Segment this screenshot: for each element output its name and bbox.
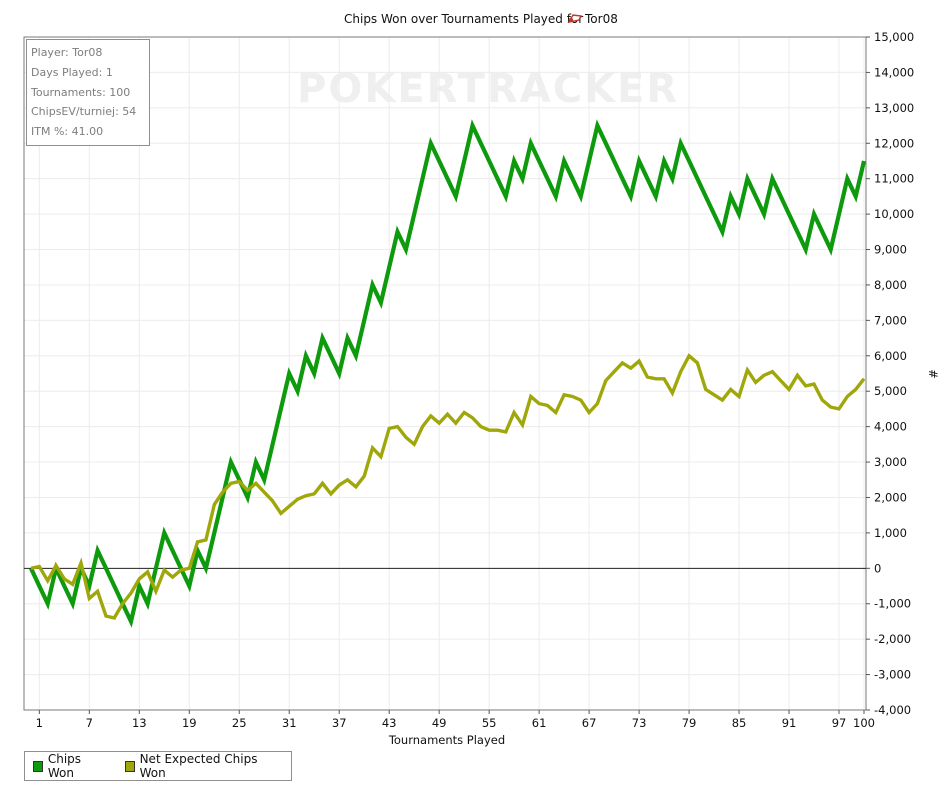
stat-chips-ev: ChipsEV/turniej: 54 — [31, 105, 137, 119]
legend-item-chips-won: Chips Won — [33, 752, 103, 780]
plot-frame — [23, 36, 867, 711]
x-tick-label: 13 — [132, 716, 147, 730]
x-tick-label: 19 — [182, 716, 197, 730]
y-tick-label: 12,000 — [874, 136, 914, 150]
y-tick-label: 14,000 — [874, 65, 914, 79]
x-tick-label: 97 — [832, 716, 847, 730]
chart-title-player: Tor08 — [584, 12, 618, 26]
series-layer — [29, 119, 867, 628]
legend-label: Net Expected Chips Won — [139, 752, 258, 780]
x-tick-label: 55 — [482, 716, 497, 730]
y-axis: -4,000 -3,000 -2,000 -1,000 0 1,000 2,000 3,000… — [866, 30, 914, 717]
y-tick-label: 7,000 — [874, 313, 907, 327]
y-tick-label: 8,000 — [874, 278, 907, 292]
legend-item-net-expected: Net Expected Chips Won — [124, 752, 269, 780]
y-tick-label: 5,000 — [874, 384, 907, 398]
y-tick-label: 1,000 — [874, 526, 907, 540]
y-tick-label: -3,000 — [874, 668, 911, 682]
player-icon — [567, 14, 583, 23]
y-tick-label: 3,000 — [874, 455, 907, 469]
y-tick-label: 9,000 — [874, 243, 907, 257]
y-axis-label: # — [926, 369, 940, 379]
y-tick-label: 6,000 — [874, 349, 907, 363]
x-tick-label: 25 — [232, 716, 247, 730]
x-tick-label: 91 — [782, 716, 797, 730]
stat-days-played: Days Played: 1 — [31, 65, 113, 79]
y-tick-label: -4,000 — [874, 703, 911, 717]
x-axis-label: Tournaments Played — [388, 733, 505, 747]
x-tick-label: 31 — [282, 716, 297, 730]
stats-box: Player: Tor08 Days Played: 1 Tournaments… — [26, 39, 150, 146]
x-tick-label: 85 — [732, 716, 747, 730]
x-tick-label: 43 — [382, 716, 397, 730]
x-tick-label: 79 — [682, 716, 697, 730]
x-tick-label: 7 — [86, 716, 93, 730]
x-tick-label: 37 — [332, 716, 347, 730]
legend-swatch — [33, 760, 43, 772]
x-axis: 1 7 13 19 25 31 37 43 49 55 61 67 73 79 85 91 97 100 — [36, 710, 875, 730]
grid — [24, 36, 866, 711]
x-tick-label: 73 — [632, 716, 647, 730]
x-tick-label: 61 — [532, 716, 547, 730]
y-tick-label: 13,000 — [874, 101, 914, 115]
y-tick-label: -2,000 — [874, 632, 911, 646]
series-line-net-expected-chips-won — [30, 353, 866, 620]
chart-title: Chips Won over Tournaments Played for — [344, 12, 583, 26]
pokertracker-watermark-logo: POKERTRACKER — [297, 66, 679, 112]
legend-label: Chips Won — [47, 752, 82, 780]
legend-swatch — [124, 760, 135, 772]
x-tick-label: 67 — [582, 716, 597, 730]
y-tick-label: 2,000 — [874, 490, 907, 504]
stat-itm: ITM %: 41.00 — [31, 125, 104, 139]
x-tick-label: 1 — [36, 716, 43, 730]
y-tick-label: 11,000 — [874, 172, 914, 186]
stat-player: Player: Tor08 — [31, 46, 103, 59]
stat-tournaments: Tournaments: 100 — [31, 85, 131, 99]
y-tick-label: -1,000 — [874, 597, 911, 611]
x-tick-label: 100 — [853, 716, 875, 730]
y-tick-label: 4,000 — [874, 420, 907, 434]
legend: Chips Won Net Expected Chips Won — [24, 751, 292, 781]
y-tick-label: 15,000 — [874, 30, 914, 44]
x-tick-label: 49 — [432, 716, 447, 730]
series-line-chips-won — [29, 119, 867, 628]
y-tick-label: 10,000 — [874, 207, 914, 221]
y-tick-label: 0 — [874, 561, 881, 575]
